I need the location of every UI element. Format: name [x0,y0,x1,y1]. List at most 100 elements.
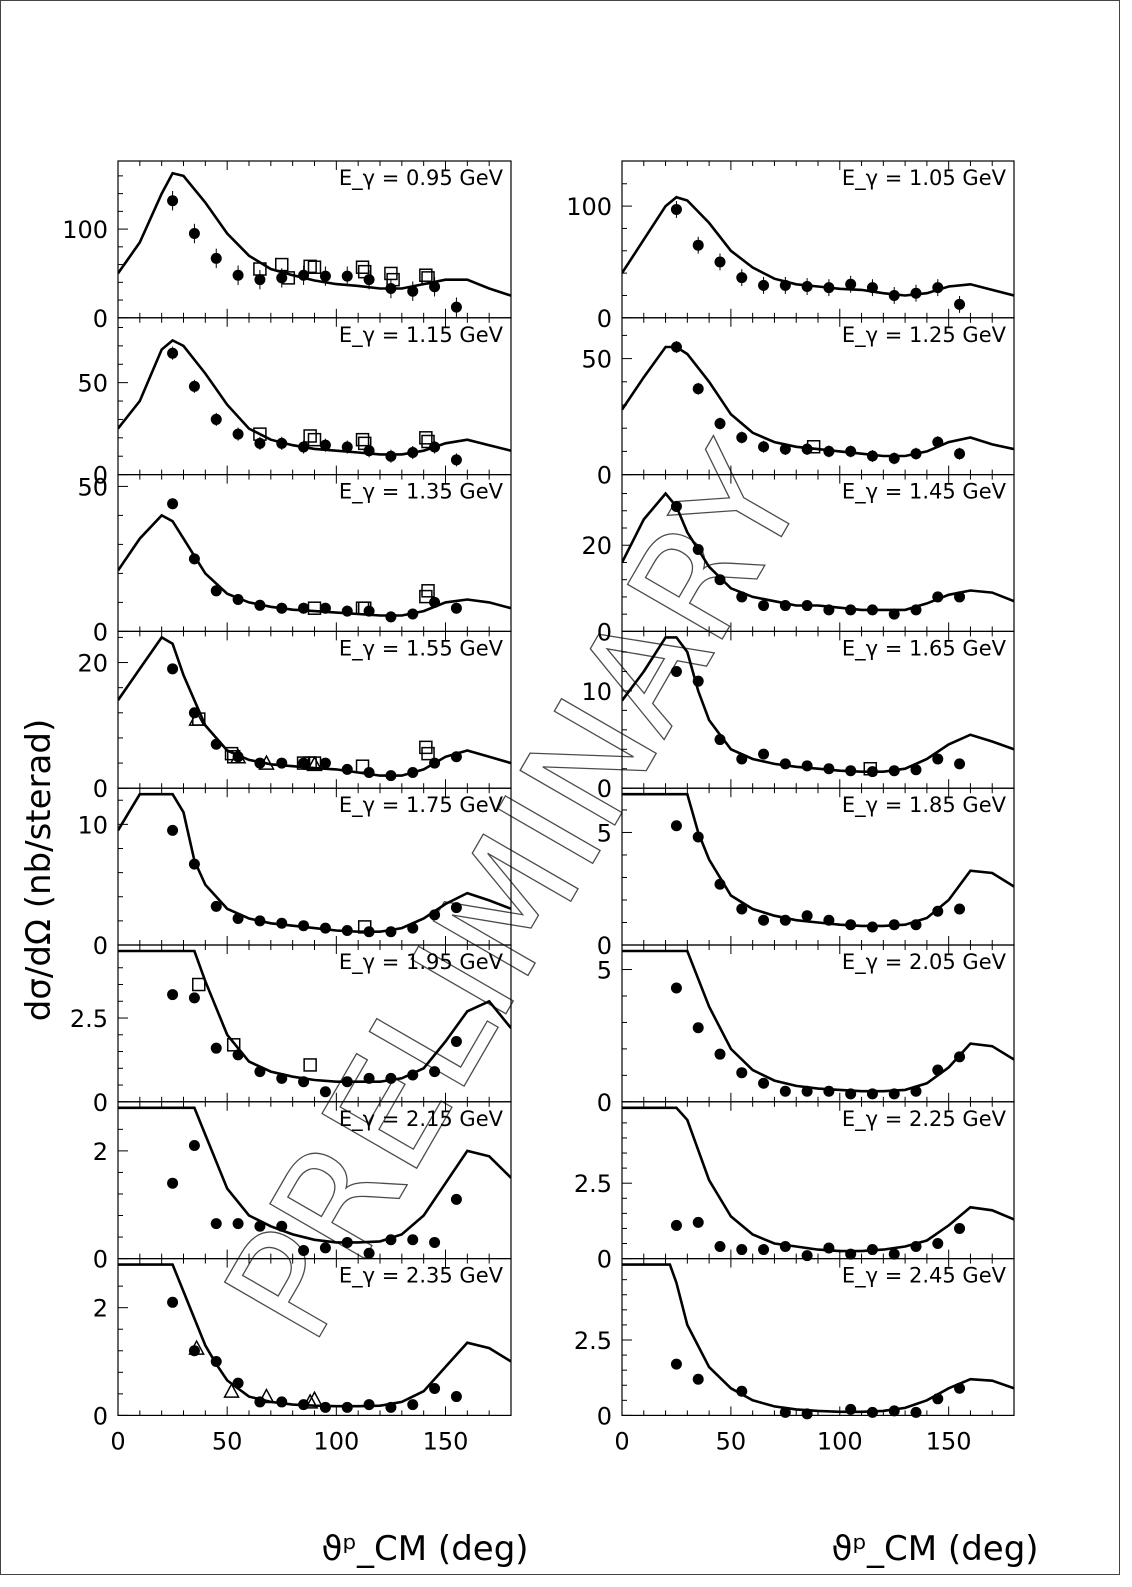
data-point [954,298,966,310]
data-point [758,279,770,291]
model-curve [622,195,1014,297]
energy-label: E_γ = 1.55 GeV [339,636,504,661]
y-tick-label: 0 [93,1402,108,1430]
x-tick-label: 150 [423,1427,469,1455]
y-tick-label: 2.5 [574,1170,612,1198]
data-point [188,380,200,392]
data-point [450,902,462,914]
data-point-triangle [188,1339,205,1355]
data-point-square [307,432,322,447]
y-tick-label: 20 [581,532,612,560]
data-point [714,1241,726,1253]
data-point [450,602,462,614]
model-curve [118,792,511,933]
data-point [385,450,397,462]
data-point [210,900,222,912]
plot-area [622,949,1014,1100]
y-tick-label: 0 [93,618,108,646]
data-point [692,1216,704,1228]
data-point-square [303,429,317,443]
data-point [363,274,375,286]
data-point [167,824,179,836]
data-point [210,585,222,597]
data-point [670,1358,682,1370]
data-point-square [421,584,435,598]
panel-4: 0 50 E_γ = 1.25 GeV [581,317,1015,490]
data-point [954,758,966,770]
data-point [363,1399,375,1411]
y-tick-label: 0 [597,305,612,333]
data-point-square [355,432,370,447]
x-tick-label: 0 [110,1427,125,1455]
y-tick-label: 0 [597,1402,612,1430]
data-point [188,992,200,1004]
data-point-square [863,761,878,776]
data-point [954,448,966,460]
plot-area [118,635,511,782]
data-point [670,982,682,994]
model-curve [622,792,1014,928]
y-tick-label: 0 [597,775,612,803]
data-point [319,757,331,769]
data-point-square [421,434,435,449]
y-tick-label: 5 [597,957,612,985]
energy-label: E_γ = 2.05 GeV [842,950,1007,975]
data-point [341,605,353,617]
y-tick-label: 20 [77,650,108,678]
data-point [407,285,419,297]
data-point [910,764,922,776]
plot-area [622,491,1014,620]
data-point [167,663,179,675]
data-point [714,574,726,586]
y-tick-label: 5 [597,819,612,847]
data-point-square [275,257,289,272]
data-point [167,1177,179,1189]
data-point-square [357,264,372,279]
y-tick-label: 2 [93,1138,108,1166]
data-point-triangle [188,710,205,726]
y-tick-label: 0 [597,618,612,646]
y-tick-label: 0 [597,462,612,490]
energy-label: E_γ = 1.05 GeV [842,166,1007,191]
x-axis-title-right: ϑᵖ_CM (deg) [831,1529,1038,1569]
data-point [363,1247,375,1259]
plot-area [118,1263,511,1413]
data-point [758,1077,770,1089]
y-tick-label: 0 [93,1089,108,1117]
data-point [167,347,179,359]
data-point [210,252,222,264]
data-point-square [357,436,372,451]
data-point [714,1048,726,1060]
data-point [429,1382,441,1394]
data-point [758,914,770,926]
data-point [450,301,462,313]
x-axis-title-left: ϑᵖ_CM (deg) [321,1529,528,1569]
energy-label: E_γ = 2.45 GeV [842,1264,1007,1289]
energy-label: E_γ = 1.85 GeV [842,793,1007,818]
panel-11: 0 2.5 E_γ = 1.95 GeV [70,944,512,1117]
data-point [319,439,331,451]
energy-label: E_γ = 2.15 GeV [339,1107,504,1132]
data-point [429,1066,441,1078]
data-point [319,1401,331,1413]
plot-area [622,792,1014,933]
data-point [845,1403,857,1415]
y-tick-label: 0 [597,932,612,960]
data-point [188,1140,200,1151]
panel-8: 0 10 E_γ = 1.65 GeV [581,630,1015,803]
x-tick-label: 100 [817,1427,863,1455]
y-tick-label: 0 [93,932,108,960]
data-point [232,428,244,440]
y-tick-label: 50 [77,370,108,398]
data-point [823,1085,835,1097]
data-point [779,1085,791,1097]
data-point [450,1035,462,1047]
plot-area [118,171,511,317]
data-point [232,1218,244,1230]
y-tick-label: 0 [93,775,108,803]
panel-12: 0 5 E_γ = 2.05 GeV [597,944,1015,1117]
data-point [670,203,682,215]
data-point [845,278,857,290]
y-tick-label: 2.5 [70,1005,108,1033]
